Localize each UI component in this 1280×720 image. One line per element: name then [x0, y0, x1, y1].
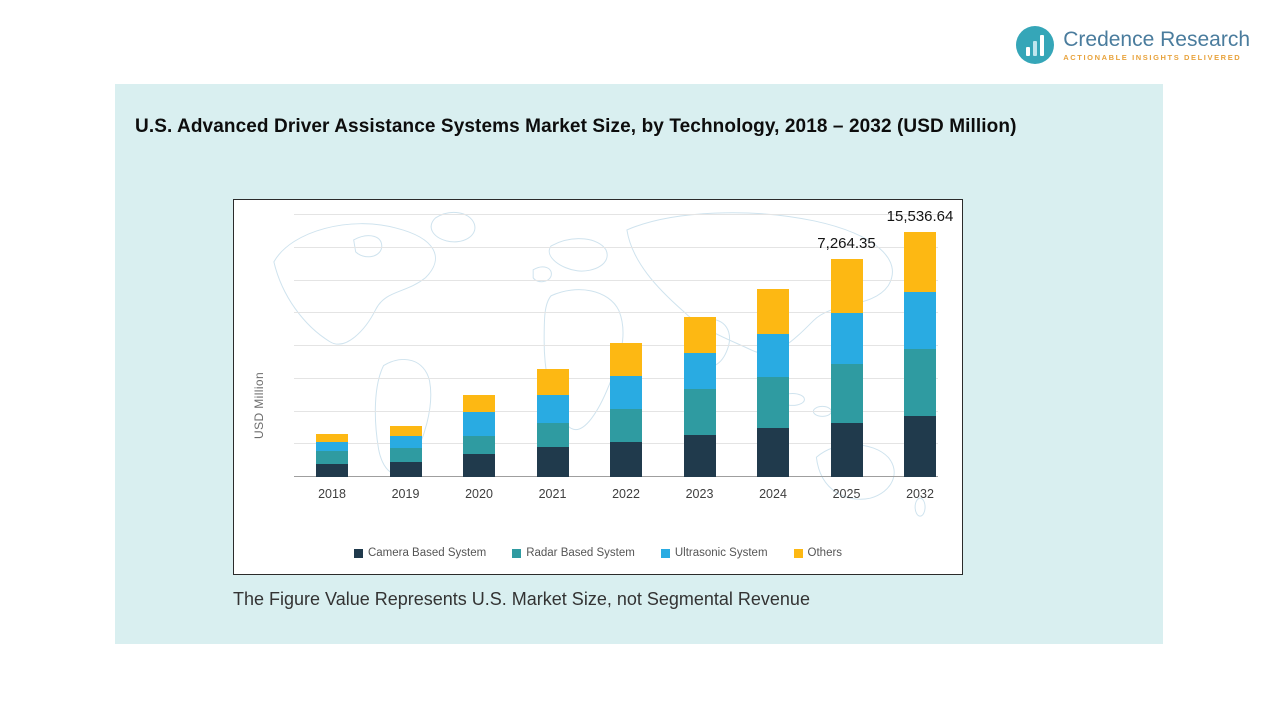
brand-tagline: Actionable Insights Delivered [1063, 52, 1242, 62]
legend-swatch-icon [353, 548, 363, 558]
x-axis-label-2021: 2021 [538, 487, 567, 501]
gridline [294, 246, 938, 248]
bar-column-2019: 2019 [389, 426, 422, 501]
legend-item-camera-based-system: Camera Based System [353, 547, 487, 559]
bar-segment-ultrasonic-system [904, 292, 936, 349]
bar-segment-ultrasonic-system [757, 334, 789, 377]
bar-segment-radar-based-system [389, 448, 422, 462]
legend-item-radar-based-system: Radar Based System [512, 547, 635, 559]
bar-column-2025: 7,264.35 2025 [817, 235, 875, 501]
bar-column-2023: 2023 [683, 317, 716, 501]
gridline [294, 279, 938, 281]
legend-label: Radar Based System [526, 547, 635, 559]
legend-swatch-icon [512, 548, 522, 558]
bar-segment-camera-based-system [904, 416, 936, 477]
credence-research-logo: Credence Research Actionable Insights De… [1016, 26, 1250, 64]
legend-label: Camera Based System [367, 547, 487, 559]
legend: Camera Based System Radar Based System Ult… [234, 547, 962, 559]
bar-column-2024: 2024 [757, 289, 789, 501]
bar-segment-camera-based-system [316, 464, 348, 477]
bar-segment-others [904, 232, 936, 292]
bar-segment-radar-based-system [830, 364, 863, 423]
bar-segment-camera-based-system [536, 447, 569, 477]
bar-segment-camera-based-system [683, 435, 716, 477]
bar-segment-ultrasonic-system [536, 395, 569, 423]
y-axis-title: USD Million [252, 371, 266, 440]
brand-name: Credence Research [1063, 27, 1250, 51]
chart-panel: USD Million 2018 2019 2020 2021 2022 2023 2024… [233, 199, 963, 575]
chart-title: U.S. Advanced Driver Assistance Systems … [135, 116, 1017, 137]
logo-bar [1026, 47, 1031, 56]
bar-segment-radar-based-system [536, 423, 569, 447]
bar-segment-camera-based-system [757, 428, 789, 477]
figure-footnote: The Figure Value Represents U.S. Market … [233, 589, 810, 609]
bar-chart-circle-icon [1016, 26, 1055, 64]
bar-segment-radar-based-system [757, 377, 789, 428]
bar-segment-radar-based-system [316, 451, 348, 464]
bar-segment-others [683, 317, 716, 353]
x-axis-label-2025: 2025 [832, 487, 861, 501]
legend-swatch-icon [793, 548, 803, 558]
legend-item-others: Others [793, 547, 843, 559]
bar-segment-camera-based-system [610, 442, 642, 477]
bar-segment-others [463, 395, 495, 412]
bar-column-2032: 15,536.64 2032 [887, 208, 954, 501]
bar-segment-others [389, 426, 422, 436]
bar-segment-ultrasonic-system [389, 436, 422, 448]
bar-segment-camera-based-system [830, 423, 863, 477]
logo-bar [1033, 41, 1038, 56]
bar-segment-radar-based-system [463, 436, 495, 454]
x-axis-label-2022: 2022 [612, 487, 640, 501]
chart-card: U.S. Advanced Driver Assistance Systems … [115, 84, 1163, 644]
legend-swatch-icon [660, 548, 670, 558]
bar-segment-camera-based-system [389, 462, 422, 477]
bar-segment-radar-based-system [904, 349, 936, 416]
bar-segment-ultrasonic-system [830, 313, 863, 364]
x-axis-label-2019: 2019 [391, 487, 420, 501]
bars: 2018 2019 2020 2021 2022 2023 2024 7,264.35 2025… [316, 208, 954, 501]
x-axis-label-2020: 2020 [465, 487, 493, 501]
bar-segment-ultrasonic-system [316, 442, 348, 451]
bar-segment-ultrasonic-system [683, 353, 716, 389]
x-axis-label-2024: 2024 [759, 487, 787, 501]
logo-bar [1040, 35, 1045, 56]
bar-segment-others [830, 259, 863, 313]
x-axis-label-2023: 2023 [685, 487, 714, 501]
bar-segment-radar-based-system [683, 389, 716, 435]
bar-column-2020: 2020 [463, 395, 495, 501]
data-label-2032: 15,536.64 [886, 208, 954, 225]
bar-segment-others [316, 434, 348, 442]
bar-segment-camera-based-system [463, 454, 495, 477]
bar-segment-ultrasonic-system [610, 376, 642, 409]
legend-label: Others [807, 547, 843, 559]
data-label-2025: 7,264.35 [817, 235, 876, 252]
bar-segment-others [757, 289, 789, 334]
x-axis-label-2032: 2032 [906, 487, 934, 501]
legend-item-ultrasonic-system: Ultrasonic System [660, 547, 768, 559]
legend-label: Ultrasonic System [674, 547, 768, 559]
bar-column-2021: 2021 [536, 369, 569, 501]
bar-segment-others [610, 343, 642, 376]
x-axis-label-2018: 2018 [318, 487, 346, 501]
bar-segment-others [536, 369, 569, 395]
bar-column-2018: 2018 [316, 434, 348, 501]
bar-segment-ultrasonic-system [463, 412, 495, 436]
bar-column-2022: 2022 [610, 343, 642, 501]
gridline [294, 214, 938, 215]
bar-segment-radar-based-system [610, 409, 642, 442]
